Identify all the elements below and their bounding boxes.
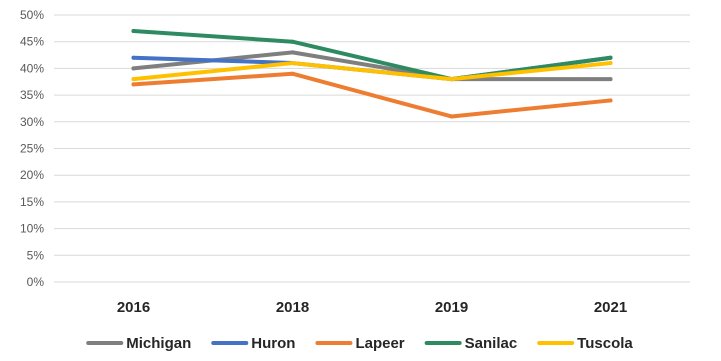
data-point-lapeer xyxy=(290,71,295,76)
legend-label: Sanilac xyxy=(465,335,518,352)
series-line-tuscola xyxy=(131,61,613,82)
legend-item-tuscola: Tuscola xyxy=(537,335,633,352)
data-point-tuscola xyxy=(131,77,136,82)
data-point-lapeer xyxy=(608,98,613,103)
y-tick-label: 50% xyxy=(20,8,44,22)
legend-item-huron: Huron xyxy=(211,335,295,352)
legend: Michigan Huron Lapeer Sanilac Tuscola xyxy=(86,335,633,352)
y-tick-label: 20% xyxy=(20,168,44,182)
y-tick-label: 5% xyxy=(27,248,45,262)
data-point-tuscola xyxy=(608,61,613,66)
x-tick-label: 2019 xyxy=(435,299,468,316)
legend-label: Tuscola xyxy=(577,335,633,352)
series-line-lapeer xyxy=(131,71,613,119)
data-point-michigan xyxy=(608,77,613,82)
data-point-huron xyxy=(131,55,136,60)
data-point-sanilac xyxy=(131,29,136,34)
data-point-sanilac xyxy=(608,55,613,60)
y-tick-label: 0% xyxy=(27,275,45,289)
data-point-michigan xyxy=(290,50,295,55)
legend-item-michigan: Michigan xyxy=(86,335,191,352)
y-tick-label: 30% xyxy=(20,115,44,129)
series-line-sanilac xyxy=(131,29,613,82)
y-axis-ticks: 0% 5% 10% 15% 20% 25% 30% 35% 40% 45% 50% xyxy=(20,8,44,289)
x-tick-label: 2021 xyxy=(594,299,627,316)
legend-label: Michigan xyxy=(126,335,191,352)
data-point-lapeer xyxy=(131,82,136,87)
legend-label: Lapeer xyxy=(355,335,404,352)
gridlines xyxy=(54,14,690,283)
data-point-tuscola xyxy=(290,61,295,66)
data-point-sanilac xyxy=(290,39,295,44)
y-tick-label: 10% xyxy=(20,222,44,236)
data-point-lapeer xyxy=(449,114,454,119)
legend-item-sanilac: Sanilac xyxy=(424,335,518,352)
legend-label: Huron xyxy=(251,335,295,352)
y-tick-label: 35% xyxy=(20,88,44,102)
y-tick-label: 25% xyxy=(20,142,44,156)
x-axis-ticks: 2016 2018 2019 2021 xyxy=(117,299,627,316)
legend-item-lapeer: Lapeer xyxy=(315,335,405,352)
y-tick-label: 40% xyxy=(20,61,44,75)
y-tick-label: 15% xyxy=(20,195,44,209)
data-point-michigan xyxy=(131,66,136,71)
data-point-tuscola xyxy=(449,77,454,82)
series-lines xyxy=(131,29,613,119)
x-tick-label: 2016 xyxy=(117,299,150,316)
y-tick-label: 45% xyxy=(20,35,44,49)
x-tick-label: 2018 xyxy=(276,299,309,316)
